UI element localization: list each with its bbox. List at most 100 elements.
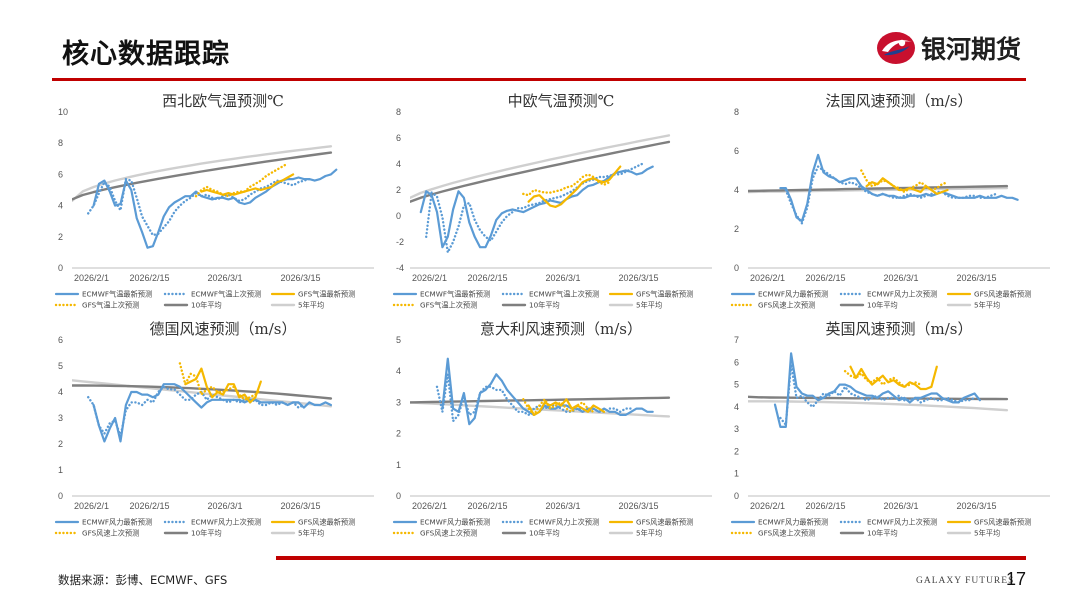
- legend-label: ECMWF气温最新预测: [420, 290, 490, 299]
- y-tick-label: 8: [734, 107, 739, 117]
- x-tick-label: 2026/3/1: [207, 273, 242, 283]
- x-tick-label: 2026/3/15: [280, 501, 320, 511]
- x-tick-label: 2026/2/1: [74, 501, 109, 511]
- y-tick-label: 1: [396, 460, 401, 470]
- legend-label: GFS风速上次预测: [82, 529, 139, 538]
- y-tick-label: 2: [396, 185, 401, 195]
- y-tick-label: 4: [734, 402, 739, 412]
- y-tick-label: 2: [734, 446, 739, 456]
- y-tick-label: -4: [396, 263, 404, 273]
- legend-label: ECMWF风力上次预测: [867, 290, 937, 299]
- y-tick-label: 0: [396, 491, 401, 501]
- y-tick-label: 8: [396, 107, 401, 117]
- plot-area: [748, 153, 1019, 225]
- plot-area: [72, 362, 333, 443]
- x-tick-label: 2026/2/15: [805, 501, 845, 511]
- series-line-2: [527, 398, 606, 417]
- plot-area: [748, 352, 1009, 429]
- x-tick-label: 2026/3/15: [618, 273, 658, 283]
- series-line-2: [184, 367, 262, 404]
- series-line-1: [784, 165, 998, 225]
- y-tick-label: 3: [396, 397, 401, 407]
- x-tick-label: 2026/2/15: [467, 501, 507, 511]
- y-tick-label: 5: [396, 335, 401, 345]
- legend-label: 5年平均: [298, 529, 324, 538]
- legend-label: ECMWF气温最新预测: [82, 290, 152, 299]
- chart-italy-wind: 意大利风速预测（m/s） 0 1 2 3 4 5 2026/2/1 2026/2/15 2026/…: [388, 318, 718, 546]
- legend-label: 5年平均: [974, 529, 1000, 538]
- y-tick-label: 2: [396, 429, 401, 439]
- y-tick-label: 4: [396, 366, 401, 376]
- x-tick-label: 2026/3/15: [280, 273, 320, 283]
- chart-central-europe-temp: 中欧气温预测℃ -4 -2 0 2 4 6 8 2026/2/1 2026/2/15 2026/3/…: [388, 90, 718, 318]
- legend-label: GFS风速上次预测: [758, 529, 815, 538]
- chart-svg: 西北欧气温预测℃ 0 2 4 6 8 10 2026/2/1 2026/2/15 2026/3/1…: [54, 92, 374, 310]
- y-tick-label: 1: [58, 465, 63, 475]
- legend-label: 10年平均: [529, 301, 560, 310]
- chart-svg: 意大利风速预测（m/s） 0 1 2 3 4 5 2026/2/1 2026/2/15 2026/…: [392, 320, 712, 538]
- galaxy-logo-icon: [877, 32, 915, 64]
- legend-label: 5年平均: [636, 301, 662, 310]
- series-line-2: [865, 177, 949, 196]
- y-tick-label: 2: [58, 439, 63, 449]
- y-tick-label: 10: [58, 107, 68, 117]
- series-line-4: [748, 184, 1009, 193]
- y-tick-label: 3: [58, 413, 63, 423]
- x-tick-label: 2026/2/15: [129, 501, 169, 511]
- legend-label: GFS风速上次预测: [420, 529, 477, 538]
- x-tick-label: 2026/2/1: [750, 273, 785, 283]
- series-line-2: [849, 365, 938, 391]
- series-line-2: [527, 165, 622, 209]
- y-tick-label: 4: [58, 201, 63, 211]
- series-line-4: [72, 384, 333, 400]
- series-line-0: [773, 352, 981, 429]
- x-tick-label: 2026/2/15: [805, 273, 845, 283]
- legend-label: GFS气温上次预测: [82, 301, 139, 310]
- series-line-5: [72, 145, 333, 203]
- page-number: 17: [1006, 569, 1027, 589]
- x-tick-label: 2026/2/1: [74, 273, 109, 283]
- series-line-1: [87, 177, 311, 237]
- legend-label: ECMWF风力最新预测: [758, 290, 828, 299]
- chart-title: 西北欧气温预测℃: [162, 92, 284, 110]
- x-tick-label: 2026/3/15: [956, 273, 996, 283]
- x-tick-label: 2026/3/15: [618, 501, 658, 511]
- chart-france-wind: 法国风速预测（m/s） 0 2 4 6 8 2026/2/1 2026/2/15 2026/3/…: [726, 90, 1056, 318]
- page-title: 核心数据跟踪: [62, 39, 230, 70]
- y-tick-label: 6: [734, 146, 739, 156]
- legend-label: 10年平均: [529, 529, 560, 538]
- legend-label: GFS风速最新预测: [974, 518, 1031, 527]
- y-tick-label: 4: [734, 185, 739, 195]
- legend-label: ECMWF气温上次预测: [529, 290, 599, 299]
- y-tick-label: 6: [58, 335, 63, 345]
- series-line-0: [441, 357, 654, 426]
- series-line-3: [843, 370, 922, 389]
- x-tick-label: 2026/2/1: [750, 501, 785, 511]
- x-tick-label: 2026/3/1: [545, 273, 580, 283]
- legend-label: GFS气温最新预测: [298, 290, 355, 299]
- chart-svg: 英国风速预测（m/s） 0 1 2 3 4 5 6 7 2026/2/1 2026/2/15 2026…: [730, 320, 1050, 538]
- legend-label: GFS风速最新预测: [974, 290, 1031, 299]
- y-tick-label: 8: [58, 138, 63, 148]
- series-line-5: [748, 400, 1009, 412]
- series-line-3: [860, 169, 949, 194]
- legend-label: GFS风速上次预测: [758, 301, 815, 310]
- y-tick-label: -2: [396, 237, 404, 247]
- series-line-0: [92, 168, 338, 249]
- x-tick-label: 2026/3/1: [207, 501, 242, 511]
- chart-germany-wind: 德国风速预测（m/s） 0 1 2 3 4 5 6 2026/2/1 2026/2/15 2026/…: [50, 318, 380, 546]
- y-tick-label: 5: [734, 380, 739, 390]
- legend-label: GFS风速最新预测: [298, 518, 355, 527]
- y-tick-label: 2: [734, 224, 739, 234]
- legend-label: GFS风速最新预测: [636, 518, 693, 527]
- chart-title: 英国风速预测（m/s）: [826, 320, 973, 338]
- y-tick-label: 2: [58, 232, 63, 242]
- legend-label: 10年平均: [191, 301, 222, 310]
- data-source: 数据来源：彭博、ECMWF、GFS: [58, 573, 228, 587]
- y-tick-label: 5: [58, 361, 63, 371]
- logo-text: 银河期货: [921, 35, 1022, 64]
- x-tick-label: 2026/2/1: [412, 273, 447, 283]
- x-tick-label: 2026/3/1: [883, 273, 918, 283]
- y-tick-label: 0: [58, 491, 63, 501]
- plot-area: [410, 134, 671, 254]
